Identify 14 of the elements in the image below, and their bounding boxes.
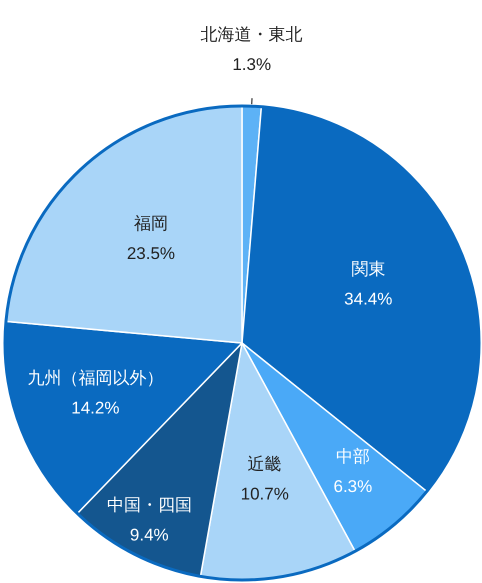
slice-label: 中国・四国 [106,496,192,515]
data-label: 10.7% [240,484,289,504]
data-label: 34.4% [344,290,392,309]
data-label: 9.4% [130,526,169,545]
slice-label: 福岡 [134,214,168,234]
data-label: 23.5% [126,244,176,264]
data-label: 14.2% [71,398,120,418]
slice-label: 九州（福岡以外） [27,368,164,388]
slice-label: 北海道・東北 [200,25,303,44]
slice-label: 中部 [336,446,370,466]
data-label: 1.3% [232,55,272,74]
slice-label: 関東 [351,260,386,279]
slice-label: 近畿 [248,454,282,474]
data-label: 6.3% [334,476,372,496]
